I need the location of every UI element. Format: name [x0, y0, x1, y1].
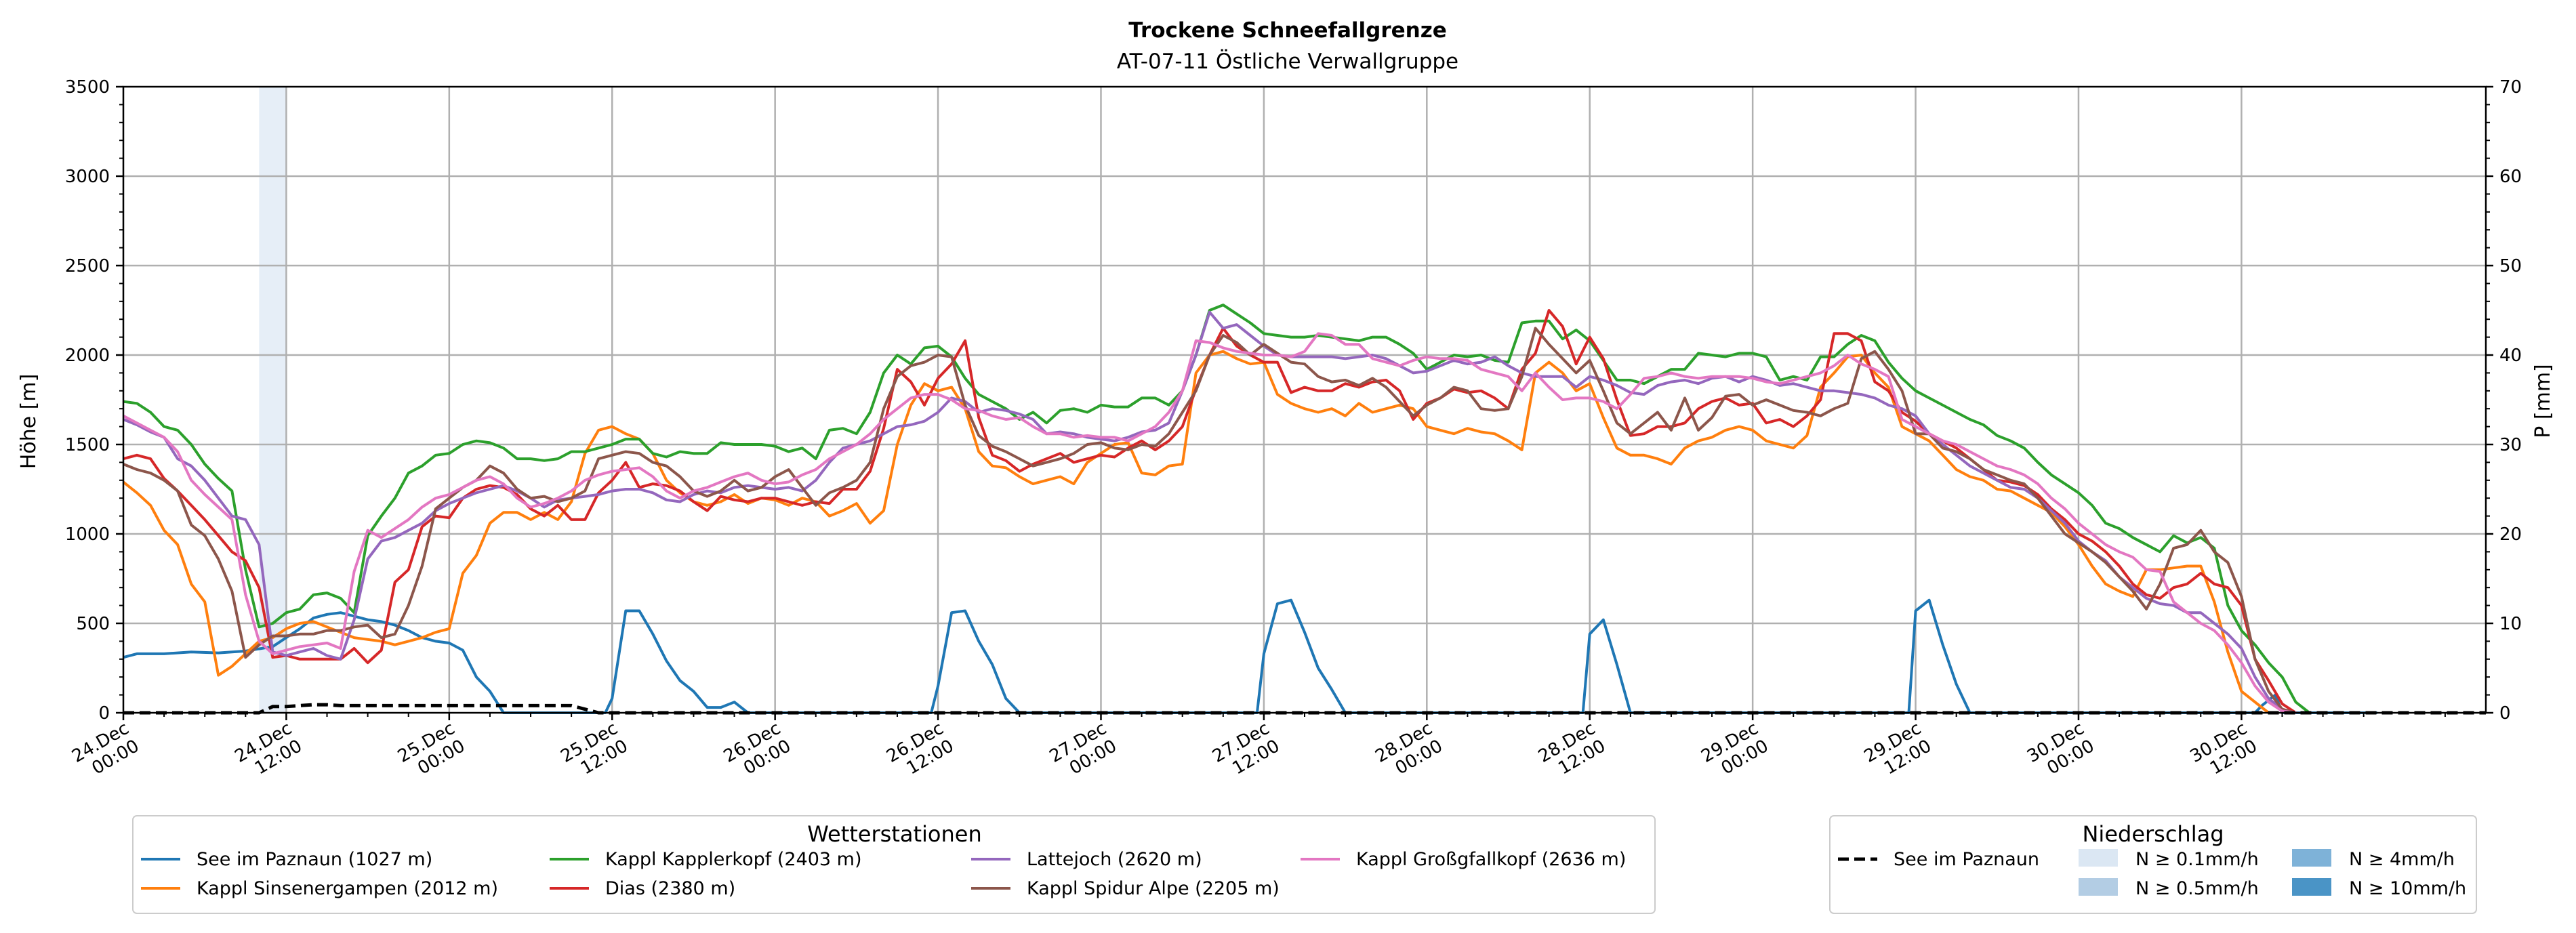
- legend-label: Kappl Sinsenergampen (2012 m): [197, 878, 498, 899]
- legend-precip-title: Niederschlag: [2082, 821, 2224, 847]
- legend-precip-class-swatch: [2292, 878, 2331, 896]
- y-axis-label: Höhe [m]: [17, 374, 41, 470]
- plot-frame: [122, 85, 2487, 714]
- legend-precip-line-label: See im Paznaun: [1894, 849, 2039, 870]
- y2-tick-label: 40: [2499, 346, 2522, 366]
- series-line-6: [123, 327, 2297, 714]
- x-tick-label: 27.Dec12:00: [1209, 718, 1283, 785]
- y-tick-label: 0: [98, 703, 110, 724]
- y2-tick-label: 0: [2499, 703, 2511, 724]
- legend-precip-class-label: N ≥ 0.5mm/h: [2135, 878, 2259, 899]
- axes-layer: 0 500 1000 1500 2000 2500 3000 3500 0 10 20 30 40 50 6…: [65, 77, 2522, 785]
- y2-tick-label: 10: [2499, 614, 2522, 634]
- series-line-1: [123, 598, 2377, 714]
- legend-label: Kappl Kapplerkopf (2403 m): [605, 849, 862, 870]
- legend-stations-frame: [132, 815, 1656, 914]
- x-tick-label: 29.Dec00:00: [1698, 718, 1772, 785]
- y2-tick-label: 30: [2499, 435, 2522, 455]
- x-tick-label: 27.Dec00:00: [1046, 718, 1120, 785]
- series-line-7: [123, 332, 2296, 714]
- y2-axis-label: P [mm]: [2531, 364, 2555, 438]
- y-tick-label: 3000: [65, 167, 110, 187]
- legend-label: Kappl Großgfallkopf (2636 m): [1356, 849, 1626, 870]
- precip-line: [123, 703, 2486, 715]
- series-line-3: [123, 304, 2310, 714]
- legend-precip-class-label: N ≥ 4mm/h: [2349, 849, 2455, 870]
- legend-precip-class-swatch: [2079, 878, 2118, 896]
- y2-tick-label: 50: [2499, 256, 2522, 276]
- legend-label: Kappl Spidur Alpe (2205 m): [1027, 878, 1280, 899]
- x-tick-label: 28.Dec00:00: [1372, 718, 1446, 785]
- y-tick-label: 3500: [65, 77, 110, 98]
- y2-tick-label: 60: [2499, 167, 2522, 187]
- y2-tick-label: 70: [2499, 77, 2522, 98]
- chart-subtitle: AT-07-11 Östliche Verwallgruppe: [1117, 49, 1458, 74]
- legend-precip-class-swatch: [2079, 849, 2118, 867]
- precip-band: [259, 87, 287, 713]
- legend-precip-class-label: N ≥ 10mm/h: [2349, 878, 2466, 899]
- y-tick-label: 500: [76, 614, 110, 634]
- legend-label: See im Paznaun (1027 m): [197, 849, 432, 870]
- y-tick-label: 2000: [65, 346, 110, 366]
- legend-precip-class-swatch: [2292, 849, 2331, 867]
- x-tick-label: 26.Dec12:00: [883, 718, 957, 785]
- x-tick-label: 28.Dec12:00: [1535, 718, 1609, 785]
- y-tick-label: 1000: [65, 524, 110, 545]
- grid-layer: [123, 87, 2486, 713]
- series-layer: [122, 304, 2486, 715]
- x-tick-label: 24.Dec00:00: [68, 718, 142, 785]
- legend-label: Dias (2380 m): [605, 878, 735, 899]
- x-tick-label: 30.Dec00:00: [2024, 718, 2098, 785]
- x-tick-label: 24.Dec12:00: [232, 718, 306, 785]
- precip-band-layer: [259, 87, 287, 713]
- legend-stations-title: Wetterstationen: [807, 821, 981, 847]
- legend-stations: Wetterstationen See im Paznaun (1027 m) K…: [132, 815, 1656, 914]
- x-tick-label: 30.Dec12:00: [2186, 718, 2260, 785]
- y-tick-label: 1500: [65, 435, 110, 455]
- chart-title: Trockene Schneefallgrenze: [1128, 18, 1447, 43]
- x-tick-label: 26.Dec00:00: [720, 718, 794, 785]
- legend-precip: Niederschlag See im Paznaun N ≥ 0.1mm/h N …: [1829, 815, 2477, 914]
- x-tick-label: 25.Dec12:00: [557, 718, 631, 785]
- x-tick-label: 29.Dec12:00: [1861, 718, 1935, 785]
- y-tick-label: 2500: [65, 256, 110, 276]
- x-tick-label: 25.Dec00:00: [394, 718, 468, 785]
- legend-precip-class-label: N ≥ 0.1mm/h: [2135, 849, 2259, 870]
- y2-tick-label: 20: [2499, 524, 2522, 545]
- series-line-2: [122, 350, 2270, 714]
- legend-label: Lattejoch (2620 m): [1027, 849, 1202, 870]
